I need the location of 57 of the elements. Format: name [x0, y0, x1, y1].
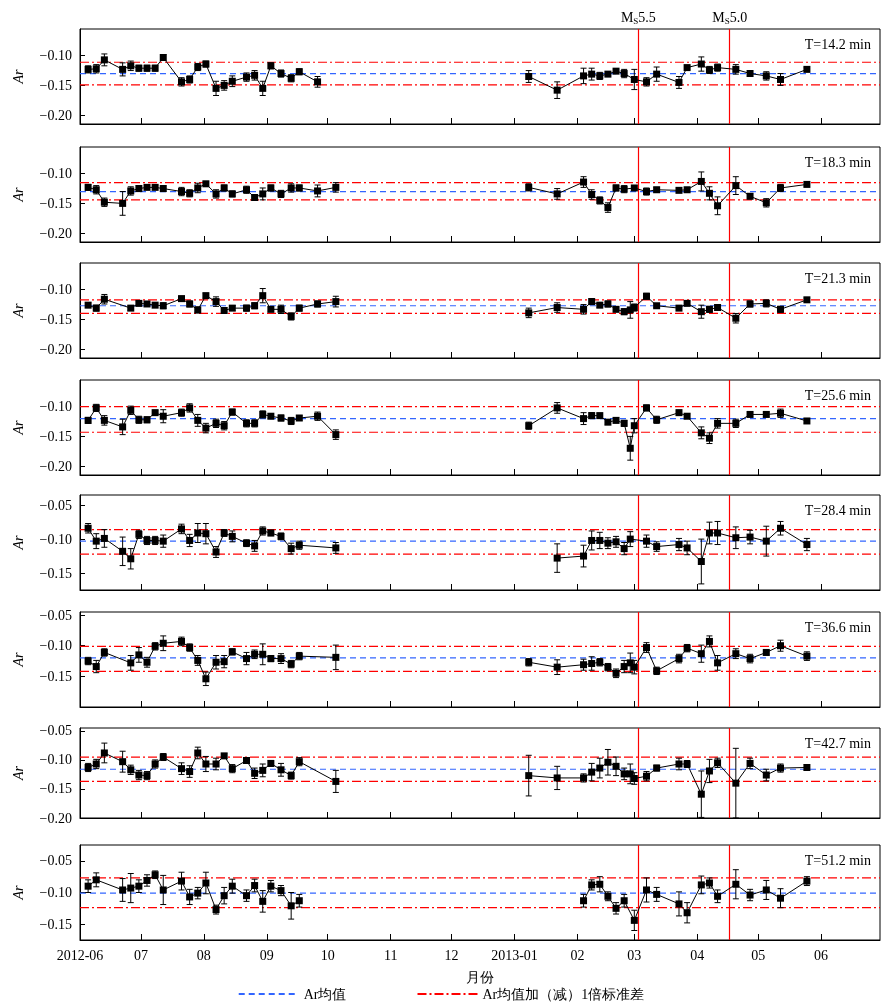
y-tick-label: −0.10 — [39, 166, 72, 182]
y-tick-label: −0.20 — [39, 225, 72, 241]
y-tick-label: −0.15 — [39, 565, 72, 581]
text: T=42.7 min — [804, 735, 872, 751]
text: T=28.4 min — [804, 502, 872, 518]
text: T=25.6 min — [804, 387, 872, 403]
x-tick-label: 03 — [627, 947, 642, 963]
y-tick-label: −0.20 — [39, 341, 72, 357]
y-tick-label: −0.05 — [39, 607, 72, 623]
x-tick-label: 08 — [196, 947, 211, 963]
x-tick-label: 2013-01 — [491, 947, 538, 963]
y-axis-title: Ar — [10, 884, 26, 901]
legend-label: Ar均值加（减）1倍标准差 — [482, 986, 645, 1002]
x-tick-label: 07 — [133, 947, 148, 963]
y-tick-label: −0.15 — [39, 668, 72, 684]
x-tick-label: 10 — [320, 947, 335, 963]
x-tick-label: 02 — [570, 947, 585, 963]
y-axis-title: Ar — [10, 765, 26, 781]
text: T=14.2 min — [804, 36, 872, 52]
y-tick-label: −0.05 — [39, 723, 72, 739]
y-tick-label: −0.15 — [39, 77, 72, 93]
y-axis-title: Ar — [10, 68, 26, 85]
y-tick-label: −0.20 — [39, 810, 72, 826]
y-tick-label: −0.05 — [39, 497, 72, 513]
y-tick-label: −0.10 — [39, 531, 72, 547]
y-axis-title: Ar — [10, 534, 26, 551]
y-tick-label: −0.10 — [39, 48, 72, 64]
y-tick-label: −0.15 — [39, 311, 72, 327]
y-axis-title: Ar — [10, 651, 26, 668]
x-tick-label: 11 — [383, 947, 398, 963]
text: T=18.3 min — [804, 154, 872, 170]
y-axis-title: Ar — [10, 419, 26, 436]
x-tick-label: 05 — [751, 947, 766, 963]
text: T=51.2 min — [804, 852, 872, 868]
y-tick-label: −0.10 — [39, 752, 72, 768]
y-tick-label: −0.10 — [39, 282, 72, 298]
x-axis-title: 月份 — [466, 969, 494, 985]
x-tick-label: 04 — [690, 947, 705, 963]
y-tick-label: −0.15 — [39, 428, 72, 444]
y-tick-label: −0.20 — [39, 107, 72, 123]
x-tick-label: 09 — [259, 947, 274, 963]
y-tick-label: −0.15 — [39, 781, 72, 797]
y-tick-label: −0.15 — [39, 195, 72, 211]
text: T=36.6 min — [804, 619, 872, 635]
text: T=21.3 min — [804, 270, 872, 286]
x-tick-label: 2012-06 — [56, 947, 104, 963]
legend-label: Ar均值 — [303, 986, 347, 1002]
y-tick-label: −0.20 — [39, 458, 72, 474]
y-tick-label: −0.10 — [39, 638, 72, 654]
y-tick-label: −0.10 — [39, 399, 72, 415]
y-tick-label: −0.05 — [39, 853, 72, 869]
y-tick-label: −0.10 — [39, 885, 72, 900]
y-axis-title: Ar — [10, 186, 26, 203]
x-tick-label: 06 — [814, 947, 829, 963]
y-tick-label: −0.15 — [39, 916, 72, 932]
y-axis-title: Ar — [10, 302, 26, 319]
x-tick-label: 12 — [444, 947, 459, 963]
